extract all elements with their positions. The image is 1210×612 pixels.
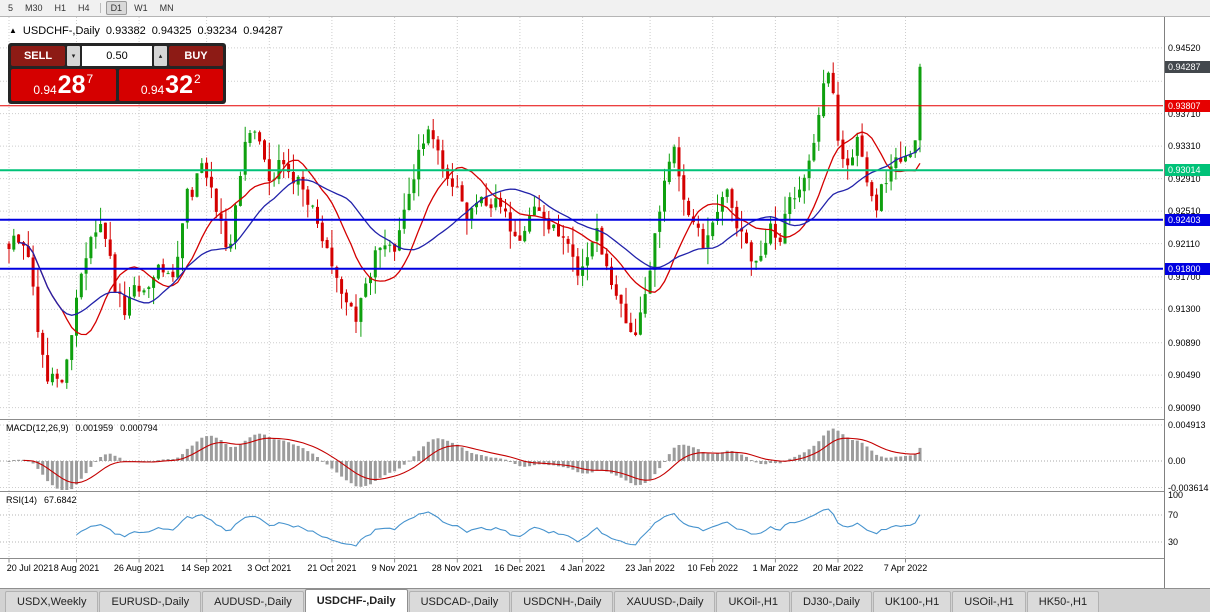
time-axis[interactable]: 20 Jul 2021 8 Aug 2021 26 Aug 2021 14 Sep 2… (0, 558, 1164, 588)
price-axis-label: 0.91300 (1168, 304, 1201, 315)
tab-uk100-h1[interactable]: UK100-,H1 (872, 591, 952, 612)
price-axis-label: 0.93310 (1168, 141, 1201, 152)
price-axis-label: 0.91700 (1168, 271, 1201, 282)
rsi-value: 67.6842 (44, 495, 77, 505)
price-axis-label: 0.90490 (1168, 370, 1201, 381)
rsi-name: RSI(14) (6, 495, 38, 505)
price-axis-label: 0.94520 (1168, 42, 1201, 53)
chart-header: ▲ USDCHF-,Daily 0.93382 0.94325 0.93234 … (9, 25, 283, 37)
tab-usdcnh-daily[interactable]: USDCNH-,Daily (511, 591, 614, 612)
date-axis-label: 4 Jan 2022 (560, 563, 605, 573)
ohlc-high: 0.94325 (151, 25, 192, 37)
tab-usdchf-daily[interactable]: USDCHF-,Daily (304, 589, 408, 612)
date-axis-label: 26 Aug 2021 (113, 563, 165, 573)
sell-price-prefix: 0.94 (33, 83, 57, 97)
price-axis-label: 0.90090 (1168, 402, 1201, 413)
rsi-axis-label: 70 (1168, 510, 1179, 520)
tf-button-5[interactable]: 5 (8, 3, 14, 13)
date-axis-label: 21 Oct 2021 (307, 563, 357, 573)
tab-xauusd-daily[interactable]: XAUUSD-,Daily (614, 591, 716, 612)
date-axis-label: 20 Mar 2022 (812, 563, 864, 573)
tab-usdcad-daily[interactable]: USDCAD-,Daily (408, 591, 511, 612)
sell-price-display[interactable]: 0.94 28 7 (11, 69, 116, 101)
tab-eurusd-daily[interactable]: EURUSD-,Daily (99, 591, 202, 612)
sell-price-point: 7 (86, 72, 94, 86)
one-click-trading-panel: SELL ▾ 0.50 ▴ BUY 0.94 28 7 0.94 32 2 (8, 43, 226, 104)
price-axis-label: 0.90890 (1168, 337, 1201, 348)
price-level-label: 0.92403 (1165, 213, 1210, 226)
price-axis-label: 0.92510 (1168, 206, 1201, 217)
buy-button[interactable]: BUY (169, 46, 223, 66)
macd-axis-label: 0.00 (1168, 456, 1186, 466)
tf-button-h4[interactable]: H4 (78, 3, 90, 13)
current-price-label: 0.94287 (1165, 60, 1210, 73)
symbol-arrow-icon: ▲ (9, 26, 17, 35)
date-axis-label: 3 Oct 2021 (247, 563, 292, 573)
macd-axis-label: -0.003614 (1168, 482, 1209, 493)
price-axis-label: 0.92110 (1168, 238, 1200, 249)
date-axis-label: 1 Mar 2022 (752, 563, 799, 573)
volume-input[interactable]: 0.50 (82, 46, 152, 66)
trade-controls-row: SELL ▾ 0.50 ▴ BUY (11, 46, 223, 66)
ohlc-close: 0.94287 (243, 25, 283, 37)
volume-decrease-button[interactable]: ▾ (67, 46, 80, 66)
price-level-label: 0.93014 (1165, 164, 1210, 177)
rsi-indicator-label: RSI(14) 67.6842 (6, 495, 77, 505)
date-axis-label: 9 Nov 2021 (371, 563, 418, 573)
chart-window: ▲ USDCHF-,Daily 0.93382 0.94325 0.93234 … (0, 17, 1210, 588)
date-axis-label: 14 Sep 2021 (181, 563, 233, 573)
tab-ukoil-h1[interactable]: UKOil-,H1 (716, 591, 790, 612)
date-axis-label: 8 Aug 2021 (53, 563, 100, 573)
tab-hk50-h1[interactable]: HK50-,H1 (1026, 591, 1100, 612)
price-axis[interactable]: 0.94520 0.93710 0.93310 0.92910 0.92510 0.921… (1164, 17, 1210, 588)
date-axis-label: 10 Feb 2022 (687, 563, 738, 573)
macd-value-main: 0.001959 (75, 423, 114, 433)
timeframe-toolbar: 5 M30 H1 H4 D1 W1 MN (0, 0, 1210, 17)
date-axis-label: 20 Jul 2021 (6, 563, 54, 573)
sell-button[interactable]: SELL (11, 46, 65, 66)
ohlc-low: 0.93234 (197, 25, 238, 37)
date-axis-label: 16 Dec 2021 (494, 563, 546, 573)
tf-button-w1[interactable]: W1 (134, 3, 148, 13)
volume-increase-button[interactable]: ▴ (154, 46, 167, 66)
date-axis-label: 7 Apr 2022 (883, 563, 928, 573)
macd-name: MACD(12,26,9) (6, 423, 69, 433)
buy-price-display[interactable]: 0.94 32 2 (118, 69, 223, 101)
tab-usoil-h1[interactable]: USOil-,H1 (952, 591, 1026, 612)
trade-prices-row: 0.94 28 7 0.94 32 2 (11, 69, 223, 101)
buy-price-prefix: 0.94 (140, 83, 165, 97)
date-axis-label: 23 Jan 2022 (625, 563, 675, 573)
macd-value-signal: 0.000794 (120, 423, 158, 433)
rsi-axis-label: 100 (1168, 489, 1184, 500)
sell-price-pips: 28 (57, 70, 86, 99)
chart-symbol-period: USDCHF-,Daily (22, 25, 100, 37)
tf-button-m30[interactable]: M30 (25, 3, 43, 13)
price-axis-label: 0.93710 (1168, 108, 1201, 119)
buy-price-pips: 32 (165, 70, 193, 99)
ohlc-open: 0.93382 (105, 25, 146, 37)
tab-audusd-daily[interactable]: AUDUSD-,Daily (202, 591, 304, 612)
tf-button-mn[interactable]: MN (159, 3, 174, 13)
toolbar-divider (99, 3, 101, 13)
macd-axis-label: 0.004913 (1168, 420, 1206, 430)
price-axis-label: 0.92910 (1168, 173, 1201, 184)
date-axis-label: 28 Nov 2021 (431, 563, 483, 573)
price-level-label: 0.91800 (1165, 262, 1210, 275)
tab-usdx-weekly[interactable]: USDX,Weekly (5, 591, 99, 612)
tf-button-h1[interactable]: H1 (54, 3, 67, 13)
buy-price-point: 2 (193, 72, 201, 86)
macd-indicator-label: MACD(12,26,9) 0.001959 0.000794 (6, 423, 158, 433)
tf-button-d1[interactable]: D1 (105, 1, 128, 15)
price-level-label: 0.93807 (1165, 99, 1210, 112)
chart-tabs-bar: USDX,Weekly EURUSD-,Daily AUDUSD-,Daily USD… (0, 588, 1210, 612)
tab-dj30-daily[interactable]: DJ30-,Daily (790, 591, 872, 612)
rsi-axis-label: 30 (1168, 537, 1179, 547)
